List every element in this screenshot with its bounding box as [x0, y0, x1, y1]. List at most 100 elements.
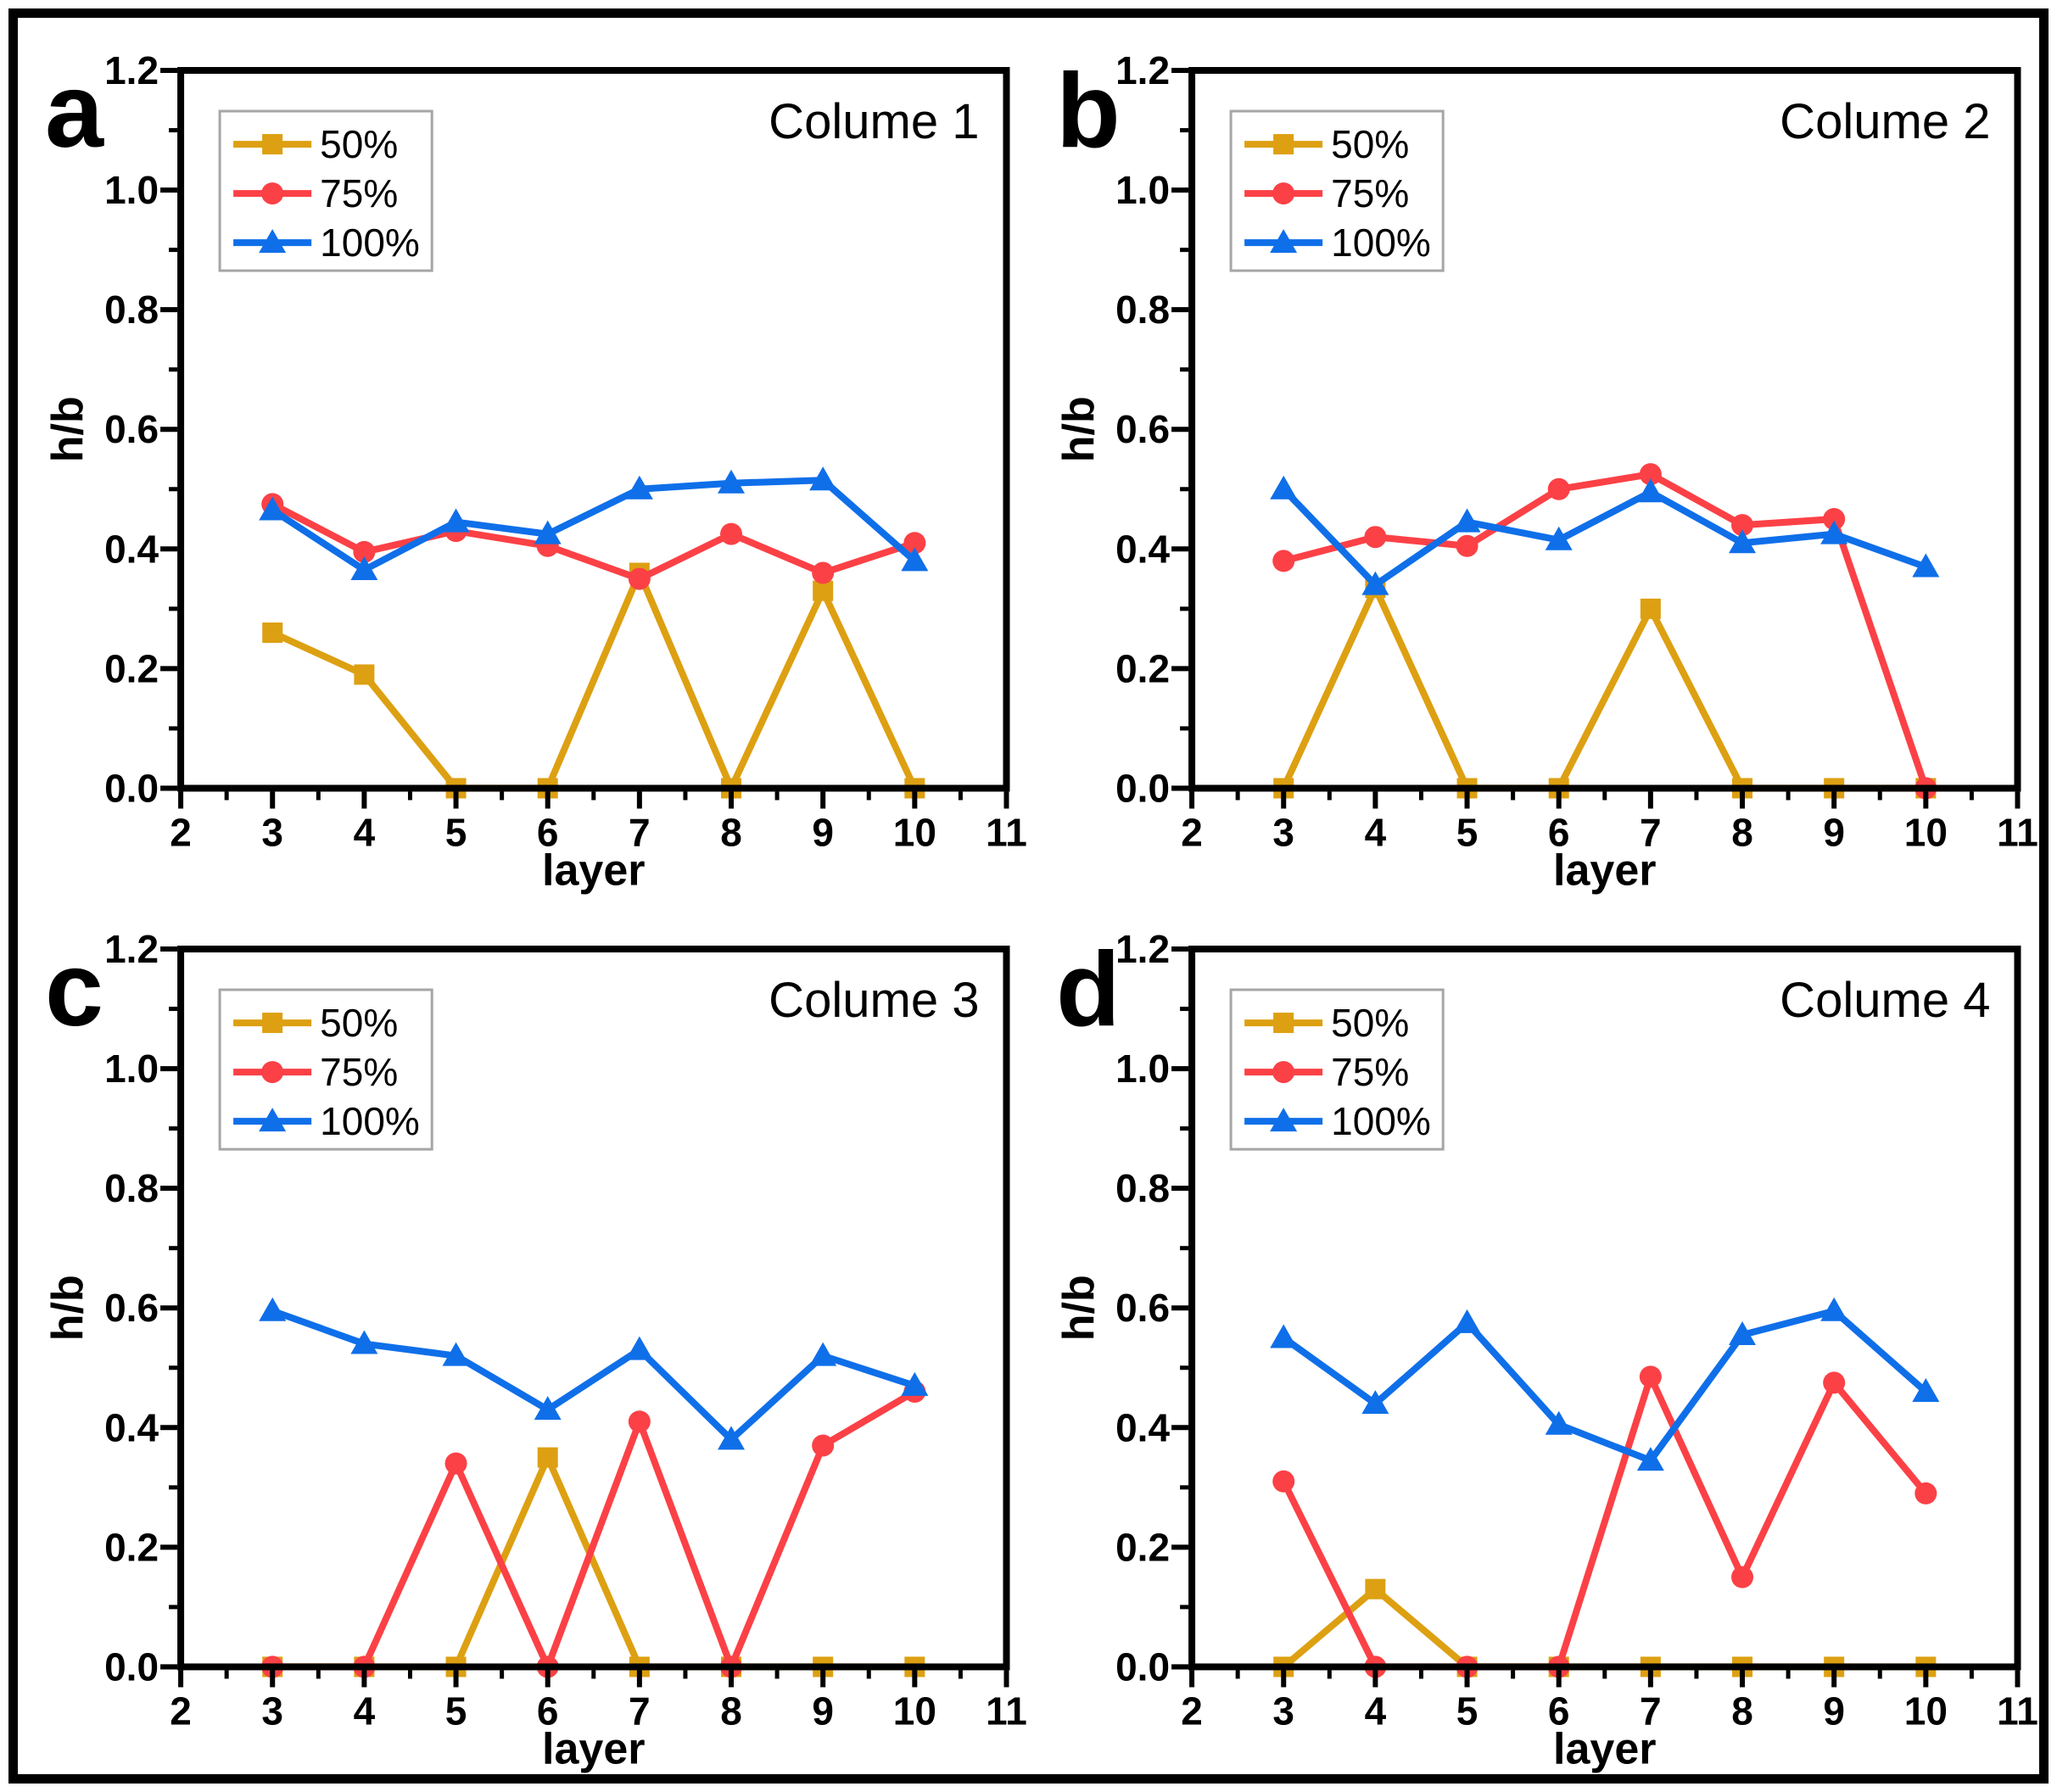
x-tick-label: 10 [893, 810, 936, 854]
circle-marker [261, 182, 284, 205]
series-100% [259, 1297, 929, 1449]
legend-entry-75%: 75% [233, 171, 398, 215]
series-line [1279, 1307, 1929, 1464]
triangle-marker [625, 1336, 653, 1360]
x-tick-label: 4 [1364, 810, 1386, 854]
triangle-marker [901, 547, 929, 572]
triangle-marker [1269, 1107, 1297, 1131]
panel-title: Colume 3 [769, 973, 979, 1028]
series-line [269, 500, 919, 583]
legend-label: 75% [320, 1050, 398, 1094]
circle-marker [1914, 1482, 1937, 1504]
y-tick-label: 0.4 [1115, 1405, 1170, 1449]
legend-label: 100% [1331, 1099, 1431, 1143]
y-tick-label: 0.6 [1115, 407, 1170, 451]
circle-marker [261, 1060, 284, 1083]
series-line [1279, 471, 1929, 792]
legend: 50% 75% 100% [218, 109, 433, 272]
chart-canvas-a: 2 3 4 5 6 7 8 9 10 11 0.0 0.2 0.4 0.6 0.8 1.0 1.2 layer h/… [43, 48, 1027, 895]
triangle-marker [809, 1342, 837, 1366]
x-tick-label: 9 [1823, 1689, 1845, 1733]
circle-marker [1730, 514, 1753, 537]
square-marker [1364, 1578, 1385, 1599]
x-tick-label: 5 [445, 1689, 467, 1733]
y-tick-label: 1.2 [1115, 927, 1170, 971]
legend-entry-50%: 50% [1244, 1001, 1409, 1045]
triangle-marker [1728, 1320, 1756, 1345]
x-axis-label: layer [1553, 1724, 1656, 1773]
legend-entry-50%: 50% [1244, 122, 1409, 166]
triangle-marker [1453, 1309, 1481, 1333]
x-tick-label: 8 [720, 1689, 742, 1733]
circle-marker [812, 561, 835, 584]
triangle-marker [1545, 1410, 1573, 1435]
circle-marker [628, 567, 651, 590]
x-tick-label: 11 [986, 810, 1027, 854]
triangle-marker [442, 508, 470, 533]
legend-label: 50% [1331, 1001, 1409, 1045]
legend-entry-100%: 100% [1244, 1099, 1431, 1143]
y-tick-label: 1.0 [104, 168, 159, 212]
x-tick-label: 11 [1997, 1689, 2038, 1733]
y-tick-label: 0.8 [104, 288, 159, 332]
y-tick-label: 0.0 [1115, 766, 1170, 810]
x-tick-label: 7 [1640, 1689, 1662, 1733]
y-tick-label: 0.2 [104, 1525, 159, 1569]
x-tick-label: 2 [170, 810, 192, 854]
y-tick-label: 0.2 [104, 646, 159, 690]
y-tick-label: 1.0 [104, 1047, 159, 1091]
legend-label: 75% [1331, 171, 1409, 215]
triangle-marker [1269, 1323, 1297, 1348]
x-tick-label: 10 [1903, 810, 1947, 854]
triangle-marker [1453, 508, 1481, 533]
y-tick-label: 0.4 [104, 1405, 159, 1449]
x-tick-label: 6 [537, 810, 559, 854]
y-tick-label: 0.2 [1115, 646, 1170, 690]
x-tick-label: 10 [893, 1689, 936, 1733]
triangle-marker [442, 1342, 470, 1366]
series-line [269, 1307, 919, 1443]
series-100% [1269, 475, 1939, 595]
triangle-marker [1269, 475, 1297, 500]
legend: 50% 75% 100% [1229, 988, 1445, 1151]
triangle-marker [1819, 1297, 1847, 1321]
panel-letter: c [45, 931, 103, 1048]
triangle-marker [1819, 520, 1847, 544]
chart-canvas-d: 2 3 4 5 6 7 8 9 10 11 0.0 0.2 0.4 0.6 0.8 1.0 1.2 layer h/… [1054, 927, 2038, 1773]
x-tick-label: 3 [261, 1689, 283, 1733]
triangle-marker [1911, 1377, 1939, 1402]
legend-entry-75%: 75% [1244, 1050, 1409, 1094]
y-tick-label: 0.8 [104, 1166, 159, 1210]
x-tick-label: 4 [1364, 1689, 1386, 1733]
y-tick-label: 0.6 [104, 407, 159, 451]
panel-title: Colume 2 [1780, 94, 1990, 149]
series-100% [259, 466, 929, 580]
x-tick-label: 11 [1997, 810, 2038, 854]
x-tick-label: 3 [1272, 1689, 1294, 1733]
x-tick-label: 6 [537, 1689, 559, 1733]
legend-entry-50%: 50% [233, 1001, 398, 1045]
y-axis-label: h/b [43, 1275, 92, 1341]
legend-label: 75% [1331, 1050, 1409, 1094]
panel-letter: d [1056, 931, 1121, 1048]
triangle-marker [259, 1107, 287, 1131]
circle-marker [720, 522, 743, 545]
triangle-marker [259, 496, 287, 521]
y-tick-label: 0.8 [1115, 1166, 1170, 1210]
legend-entry-100%: 100% [233, 221, 420, 265]
triangle-marker [625, 475, 653, 500]
x-tick-label: 3 [261, 810, 283, 854]
triangle-marker [259, 1297, 287, 1321]
triangle-marker [1361, 1389, 1389, 1414]
square-marker [262, 622, 283, 644]
y-tick-label: 0.4 [1115, 527, 1170, 571]
x-tick-label: 3 [1272, 810, 1294, 854]
circle-marker [1272, 182, 1294, 205]
square-marker [354, 664, 375, 685]
circle-marker [1822, 508, 1845, 531]
series-line [1279, 485, 1929, 589]
circle-marker [1547, 477, 1570, 500]
y-tick-label: 0.6 [104, 1286, 159, 1330]
circle-marker [628, 1410, 651, 1432]
circle-marker [1272, 1060, 1294, 1083]
